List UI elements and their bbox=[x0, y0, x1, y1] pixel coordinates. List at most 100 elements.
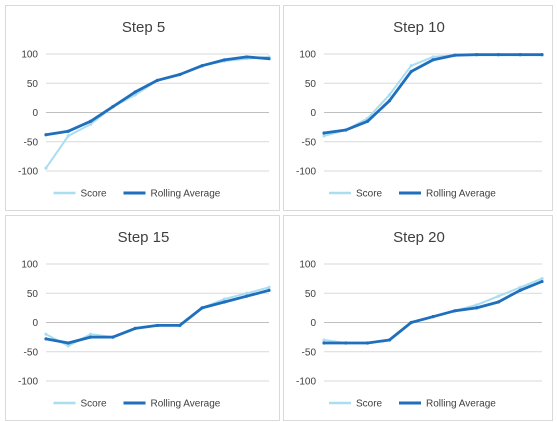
legend-rolling-average-label: Rolling Average bbox=[151, 399, 221, 410]
y-tick-label: 100 bbox=[299, 260, 316, 271]
rolling-average-point bbox=[44, 133, 48, 137]
score-series-line bbox=[323, 277, 543, 344]
rolling-average-point bbox=[44, 337, 48, 341]
rolling-average-point bbox=[475, 52, 479, 57]
legend-rolling-average-label: Rolling Average bbox=[151, 189, 221, 200]
y-tick-label: -100 bbox=[18, 377, 38, 388]
chart-title: Step 20 bbox=[393, 229, 445, 246]
rolling-average-point bbox=[267, 57, 271, 61]
chart-panel-step-15: Step 15 100 50 0 -50 -100 Score Rolling Average bbox=[5, 215, 280, 421]
rolling-average-point bbox=[111, 105, 115, 109]
rolling-average-point bbox=[366, 119, 370, 123]
y-tick-label: -50 bbox=[24, 347, 39, 358]
rolling-average-point bbox=[133, 326, 137, 330]
rolling-average-point bbox=[66, 129, 70, 133]
rolling-average-series-line bbox=[44, 288, 271, 345]
score-point bbox=[245, 291, 249, 295]
score-point bbox=[267, 285, 271, 289]
chart-step-5: Step 5 100 50 0 -50 -100 Score Rolling Average bbox=[18, 19, 271, 200]
rolling-average-series-line bbox=[44, 55, 271, 137]
score-point bbox=[66, 134, 70, 138]
y-tick-label: -50 bbox=[302, 137, 317, 148]
score-point bbox=[322, 338, 326, 342]
y-tick-label: 100 bbox=[21, 260, 38, 271]
rolling-average-point bbox=[133, 90, 137, 94]
rolling-average-point bbox=[409, 320, 413, 325]
rolling-average-point bbox=[387, 99, 391, 103]
chart-panel-step-5: Step 5 100 50 0 -50 -100 Score Rolling Average bbox=[5, 5, 280, 211]
y-tick-label: -100 bbox=[18, 167, 38, 178]
rolling-average-point bbox=[475, 306, 479, 310]
y-tick-label: -100 bbox=[296, 167, 316, 178]
score-point bbox=[89, 332, 93, 336]
score-point bbox=[66, 344, 70, 348]
rolling-average-point bbox=[222, 58, 226, 62]
y-tick-label: -100 bbox=[296, 377, 316, 388]
rolling-average-point bbox=[322, 131, 326, 135]
chart-title: Step 10 bbox=[393, 19, 445, 36]
score-point bbox=[89, 122, 93, 126]
y-tick-label: -50 bbox=[24, 137, 39, 148]
rolling-average-point bbox=[155, 78, 160, 82]
rolling-average-point bbox=[540, 52, 544, 57]
rolling-average-point bbox=[322, 341, 326, 345]
y-tick-label: 0 bbox=[310, 318, 316, 329]
score-point bbox=[387, 93, 391, 97]
rolling-average-point bbox=[222, 300, 226, 304]
rolling-average-point bbox=[66, 341, 70, 345]
chart-step-15: Step 15 100 50 0 -50 -100 Score Rolling Average bbox=[18, 229, 271, 410]
rolling-average-point bbox=[409, 69, 413, 74]
rolling-average-point bbox=[200, 306, 204, 310]
rolling-average-point bbox=[111, 335, 115, 339]
y-tick-label: 50 bbox=[305, 79, 317, 90]
chart-step-10: Step 10 100 50 0 -50 -100 Score Rolling Average bbox=[296, 19, 544, 200]
legend-score-label: Score bbox=[81, 189, 108, 200]
rolling-average-point bbox=[496, 300, 500, 304]
chart-title: Step 5 bbox=[122, 19, 165, 36]
legend-rolling-average-label: Rolling Average bbox=[426, 189, 496, 200]
y-tick-label: 50 bbox=[27, 289, 39, 300]
score-point bbox=[44, 332, 48, 336]
legend-score-label: Score bbox=[356, 189, 383, 200]
rolling-average-point bbox=[518, 52, 522, 57]
rolling-average-point bbox=[344, 128, 348, 132]
legend-rolling-average-label: Rolling Average bbox=[426, 399, 496, 410]
y-tick-label: -50 bbox=[302, 347, 317, 358]
rolling-average-point bbox=[178, 72, 182, 77]
chart-panel-step-20: Step 20 100 50 0 -50 -100 Score Rolling Average bbox=[283, 215, 553, 421]
score-point bbox=[222, 297, 226, 301]
y-tick-label: 0 bbox=[32, 318, 38, 329]
rolling-average-point bbox=[245, 294, 249, 298]
y-tick-label: 0 bbox=[310, 108, 316, 119]
rolling-average-point bbox=[155, 323, 160, 328]
score-point bbox=[540, 277, 544, 281]
rolling-average-point bbox=[453, 53, 457, 57]
y-tick-label: 50 bbox=[27, 79, 39, 90]
rolling-average-point bbox=[518, 288, 522, 292]
rolling-average-point bbox=[366, 341, 370, 345]
legend-score-label: Score bbox=[81, 399, 108, 410]
legend-score-label: Score bbox=[356, 399, 383, 410]
score-point bbox=[44, 166, 48, 170]
rolling-average-point bbox=[267, 288, 271, 292]
chart-title: Step 15 bbox=[118, 229, 170, 246]
score-point bbox=[431, 55, 435, 59]
score-series-line bbox=[323, 54, 542, 137]
rolling-average-point bbox=[89, 335, 93, 339]
rolling-average-point bbox=[245, 55, 249, 59]
rolling-average-series-line bbox=[322, 53, 544, 135]
score-point bbox=[518, 285, 522, 289]
score-point bbox=[409, 64, 413, 68]
rolling-average-point bbox=[431, 58, 435, 62]
y-tick-label: 100 bbox=[21, 50, 38, 61]
rolling-average-point bbox=[344, 341, 348, 345]
score-point bbox=[322, 134, 326, 138]
score-point bbox=[496, 294, 500, 298]
rolling-average-point bbox=[387, 338, 391, 342]
rolling-average-point bbox=[453, 309, 457, 313]
y-tick-label: 50 bbox=[305, 289, 317, 300]
rolling-average-point bbox=[178, 323, 182, 328]
rolling-average-point bbox=[540, 279, 544, 284]
rolling-average-point bbox=[431, 315, 435, 319]
chart-panel-step-10: Step 10 100 50 0 -50 -100 Score Rolling Average bbox=[283, 5, 553, 211]
